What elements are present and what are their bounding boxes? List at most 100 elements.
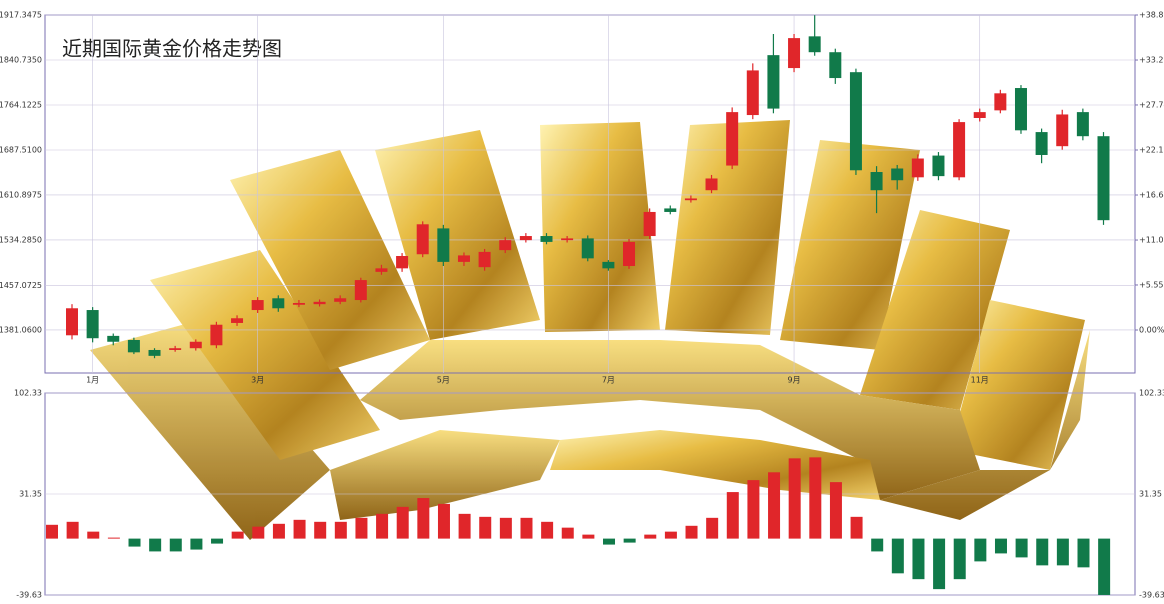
candle-body xyxy=(829,52,842,79)
histogram-bar xyxy=(809,457,822,539)
histogram-bar xyxy=(87,531,100,539)
histogram-bar xyxy=(664,531,677,539)
candle-body xyxy=(437,228,450,262)
candle-body xyxy=(457,255,470,262)
y-tick-label: -39.63 xyxy=(16,591,42,600)
histogram-bar xyxy=(644,534,657,539)
histogram-bar xyxy=(829,482,842,539)
histogram-bar xyxy=(1077,538,1090,568)
y2-tick-label: +16.64% xyxy=(1139,191,1164,200)
y-tick-label: 1687.5100 xyxy=(0,145,42,154)
histogram-bar xyxy=(623,538,636,543)
y-tick-label: 1381.0600 xyxy=(0,325,42,334)
y2-tick-label: +22.19% xyxy=(1139,145,1164,154)
histogram-bar xyxy=(334,521,347,539)
histogram-bar xyxy=(1098,538,1111,595)
histogram-bar xyxy=(1036,538,1049,566)
candle-body xyxy=(561,238,574,241)
histogram-bar xyxy=(272,523,285,539)
x-tick-label: 7月 xyxy=(602,376,615,385)
histogram-bar xyxy=(603,538,616,545)
y2-tick-label: +27.74% xyxy=(1139,100,1164,109)
y2-tick-label: +38.83% xyxy=(1139,11,1164,20)
y-tick-label: 1840.7350 xyxy=(0,55,42,64)
candle-body xyxy=(643,211,656,237)
histogram-bar xyxy=(541,521,554,539)
candle-body xyxy=(416,224,429,255)
candle-body xyxy=(107,335,120,342)
candle-body xyxy=(664,208,677,212)
y-tick-label-right: 31.35 xyxy=(1139,490,1162,499)
candle-body xyxy=(354,280,367,301)
candle-body xyxy=(148,349,161,356)
histogram-bar xyxy=(1015,538,1028,558)
candle-body xyxy=(684,198,697,201)
y2-tick-label: +33.28% xyxy=(1139,56,1164,65)
histogram-bar xyxy=(169,538,182,552)
chart-title: 近期国际黄金价格走势图 xyxy=(62,37,282,61)
candle-body xyxy=(788,38,801,69)
candle-body xyxy=(849,72,862,171)
candle-body xyxy=(1076,112,1089,137)
candle-body xyxy=(169,348,182,350)
candle-body xyxy=(726,112,739,166)
x-tick-label: 9月 xyxy=(788,376,801,385)
histogram-bar xyxy=(1056,538,1069,566)
histogram-bar xyxy=(974,538,987,562)
gold-bars-background xyxy=(90,120,1090,540)
candle-body xyxy=(911,158,924,178)
histogram-bar xyxy=(912,538,925,580)
candle-body xyxy=(334,298,347,302)
x-tick-label: 11月 xyxy=(971,376,989,385)
candle-body xyxy=(953,122,966,178)
histogram-bar xyxy=(231,531,244,539)
histogram-bar xyxy=(107,537,120,539)
x-tick-label: 1月 xyxy=(86,376,99,385)
x-tick-label: 5月 xyxy=(437,376,450,385)
histogram-bar xyxy=(953,538,966,580)
y-tick-label: 1534.2850 xyxy=(0,235,42,244)
histogram-bar xyxy=(685,525,698,539)
y-tick-label: 1610.8975 xyxy=(0,190,42,199)
histogram-bar xyxy=(46,524,58,539)
histogram-bar xyxy=(561,527,574,539)
candle-body xyxy=(478,251,491,268)
candle-body xyxy=(746,70,759,116)
candle-body xyxy=(932,155,945,177)
histogram-bar xyxy=(396,506,409,539)
candle-body xyxy=(86,310,99,339)
candle-body xyxy=(210,324,223,346)
histogram-bar xyxy=(891,538,904,574)
x-tick-label: 3月 xyxy=(251,376,264,385)
candle-body xyxy=(231,318,244,323)
histogram-bar xyxy=(437,503,450,539)
histogram-bar xyxy=(211,538,224,544)
y-tick-label: 1764.1225 xyxy=(0,100,42,109)
histogram-bar xyxy=(768,472,781,539)
candle-body xyxy=(66,308,78,336)
candle-body xyxy=(623,241,636,266)
candle-body xyxy=(396,256,409,269)
histogram-bar xyxy=(458,513,471,539)
candle-body xyxy=(1097,136,1110,221)
candle-body xyxy=(808,36,821,53)
candle-body xyxy=(499,240,512,251)
candle-body xyxy=(313,301,326,305)
histogram-bar xyxy=(726,492,739,539)
candle-body xyxy=(272,298,285,309)
candle-body xyxy=(994,93,1007,111)
y2-tick-label: +5.55% xyxy=(1139,280,1164,289)
y-tick-label-right: -39.63 xyxy=(1139,591,1164,600)
histogram-bar xyxy=(994,538,1007,554)
histogram-bar xyxy=(128,538,141,547)
histogram-bar xyxy=(479,516,492,539)
y-tick-label: 102.33 xyxy=(14,389,42,398)
histogram-bar xyxy=(252,526,265,539)
candle-body xyxy=(292,302,305,305)
y-tick-label: 1917.3475 xyxy=(0,11,42,20)
candle-body xyxy=(705,178,718,191)
y2-tick-label: +11.09% xyxy=(1139,236,1164,245)
histogram-bar xyxy=(871,538,884,552)
histogram-bar xyxy=(520,517,533,539)
